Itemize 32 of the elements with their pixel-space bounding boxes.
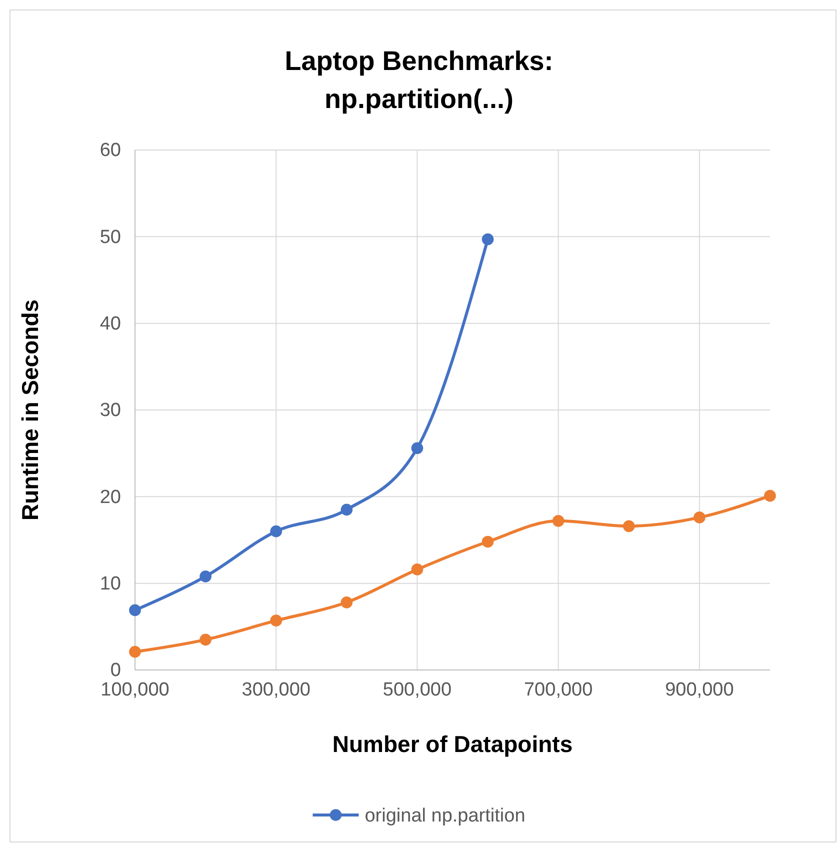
y-tick-label: 30: [100, 400, 121, 422]
point: [482, 536, 494, 548]
x-axis-title: Number of Datapoints: [332, 731, 573, 757]
point: [694, 512, 706, 524]
y-tick-label: 0: [110, 660, 121, 682]
point: [270, 614, 282, 627]
point: [270, 525, 282, 538]
legend-label: original np.partition: [364, 806, 526, 827]
point: [340, 504, 353, 516]
x-tick-label: 500,000: [382, 679, 452, 700]
point: [764, 490, 776, 502]
y-tick-label: 40: [100, 313, 121, 334]
y-axis-title: Runtime in Seconds: [17, 299, 43, 521]
point: [129, 646, 141, 658]
point: [622, 520, 635, 532]
point: [340, 596, 353, 608]
y-tick-label: 60: [100, 140, 121, 162]
point: [200, 570, 212, 582]
chart-title: Laptop Benchmarks: np.partition(...): [284, 46, 554, 114]
point: [411, 564, 424, 576]
point: [411, 442, 424, 454]
y-tick-label: 10: [100, 573, 121, 594]
x-tick-label: 300,000: [242, 679, 310, 700]
point: [482, 233, 494, 246]
x-tick-label: 900,000: [665, 679, 734, 700]
x-tick-label: 100,000: [100, 679, 170, 700]
y-tick-label: 50: [100, 226, 121, 248]
y-tick-label: 20: [100, 486, 121, 508]
point: [129, 604, 141, 616]
point: [200, 634, 212, 646]
point: [552, 515, 564, 527]
x-tick-label: 700,000: [524, 679, 593, 700]
